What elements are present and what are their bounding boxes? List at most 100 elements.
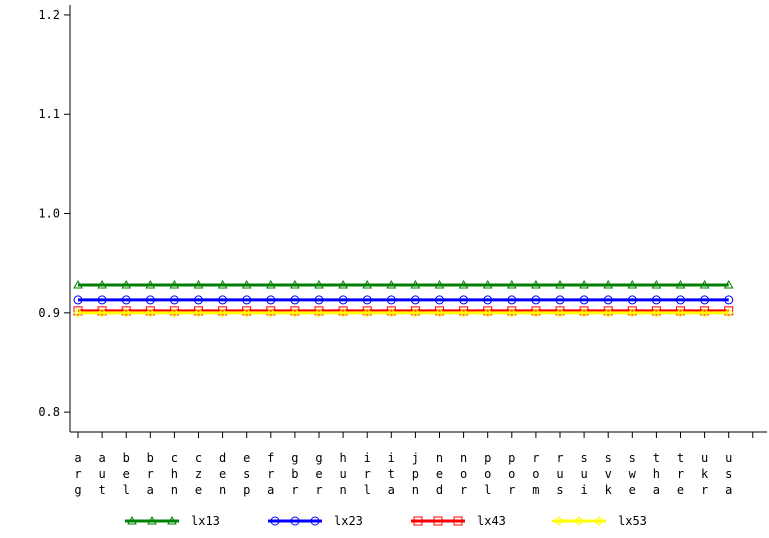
x-tick-label: g bbox=[291, 451, 298, 465]
data-point-lx53 bbox=[362, 308, 372, 318]
data-point-lx23 bbox=[410, 295, 420, 305]
data-point-lx53 bbox=[699, 308, 710, 318]
data-point-lx13 bbox=[627, 280, 638, 289]
data-point-lx43 bbox=[724, 306, 734, 316]
x-tick-label: w bbox=[629, 467, 637, 481]
data-point-lx23 bbox=[242, 295, 252, 305]
data-point-lx43 bbox=[676, 306, 685, 316]
x-tick-label: n bbox=[339, 483, 346, 497]
data-point-lx23 bbox=[700, 295, 710, 305]
data-point-lx53 bbox=[241, 308, 252, 318]
data-point-lx13 bbox=[699, 280, 710, 289]
data-point-lx13 bbox=[555, 280, 565, 289]
legend-marker bbox=[310, 516, 320, 526]
legend-marker bbox=[167, 515, 177, 525]
x-tick-label: n bbox=[171, 483, 178, 497]
x-tick-label: g bbox=[315, 451, 322, 465]
x-tick-label: r bbox=[267, 467, 274, 481]
data-point-lx13 bbox=[217, 280, 228, 289]
x-tick-label: u bbox=[98, 467, 105, 481]
x-tick-label: r bbox=[556, 451, 563, 465]
x-tick-label: n bbox=[436, 451, 443, 465]
data-point-lx23 bbox=[314, 295, 324, 305]
data-point-lx23 bbox=[266, 295, 276, 305]
data-point-lx43 bbox=[194, 306, 203, 316]
data-point-lx13 bbox=[169, 280, 180, 289]
legend-label: lx53 bbox=[618, 514, 647, 528]
data-point-lx13 bbox=[314, 280, 324, 289]
data-point-lx43 bbox=[700, 306, 710, 316]
data-point-lx53 bbox=[458, 308, 469, 318]
data-point-lx43 bbox=[169, 306, 179, 316]
x-tick-label: s bbox=[629, 451, 636, 465]
x-tick-label: r bbox=[532, 451, 539, 465]
data-point-lx13 bbox=[265, 280, 276, 289]
x-tick-label: u bbox=[725, 451, 732, 465]
data-point-lx23 bbox=[169, 295, 179, 305]
data-point-lx43 bbox=[651, 306, 661, 316]
x-tick-label: o bbox=[484, 467, 491, 481]
data-point-lx53 bbox=[627, 308, 638, 318]
x-tick-label: n bbox=[219, 483, 226, 497]
x-tick-label: j bbox=[412, 451, 419, 465]
x-tick-label: b bbox=[291, 467, 298, 481]
data-point-lx53 bbox=[97, 308, 107, 318]
data-point-lx13 bbox=[651, 280, 662, 289]
x-tick-label: i bbox=[580, 483, 587, 497]
data-point-lx23 bbox=[459, 295, 469, 305]
data-point-lx13 bbox=[723, 280, 734, 289]
data-point-lx53 bbox=[507, 308, 517, 318]
x-tick-label: u bbox=[701, 451, 708, 465]
data-point-lx13 bbox=[675, 280, 686, 289]
x-tick-label: g bbox=[74, 483, 81, 497]
x-tick-label: t bbox=[98, 483, 105, 497]
x-tick-label: r bbox=[677, 467, 684, 481]
x-tick-label: r bbox=[74, 467, 81, 481]
data-point-lx23 bbox=[627, 295, 637, 305]
x-tick-label: p bbox=[484, 451, 491, 465]
legend-marker bbox=[290, 516, 300, 526]
x-tick-label: s bbox=[725, 467, 732, 481]
data-point-lx53 bbox=[603, 308, 613, 318]
data-point-lx53 bbox=[386, 308, 397, 318]
x-tick-label: a bbox=[98, 451, 105, 465]
data-point-lx43 bbox=[218, 306, 228, 316]
x-tick-label: u bbox=[339, 467, 346, 481]
x-tick-label: s bbox=[243, 467, 250, 481]
data-point-lx53 bbox=[290, 308, 300, 318]
x-tick-label: d bbox=[436, 483, 443, 497]
data-point-lx53 bbox=[579, 308, 589, 318]
x-tick-label: e bbox=[219, 467, 226, 481]
data-point-lx53 bbox=[723, 308, 734, 318]
data-point-lx23 bbox=[97, 295, 107, 305]
x-tick-label: z bbox=[195, 467, 202, 481]
data-point-lx23 bbox=[724, 295, 734, 305]
x-tick-label: n bbox=[460, 451, 467, 465]
data-point-lx43 bbox=[531, 306, 541, 316]
x-tick-label: b bbox=[147, 451, 154, 465]
x-tick-label: r bbox=[291, 483, 298, 497]
x-tick-label: p bbox=[243, 483, 250, 497]
x-tick-label: b bbox=[123, 451, 130, 465]
data-point-lx23 bbox=[435, 295, 444, 305]
data-point-lx23 bbox=[651, 295, 661, 305]
x-tick-label: s bbox=[556, 483, 563, 497]
data-point-lx13 bbox=[458, 280, 469, 289]
x-tick-label: e bbox=[243, 451, 250, 465]
data-point-lx53 bbox=[675, 308, 686, 318]
x-tick-label: t bbox=[388, 467, 395, 481]
legend-marker bbox=[433, 516, 443, 526]
legend-marker bbox=[127, 515, 137, 525]
x-tick-label: l bbox=[484, 483, 491, 497]
data-point-lx43 bbox=[410, 306, 420, 316]
data-point-lx43 bbox=[290, 306, 300, 316]
data-point-lx23 bbox=[603, 295, 613, 305]
x-tick-label: e bbox=[315, 467, 322, 481]
x-tick-label: r bbox=[147, 467, 154, 481]
data-point-lx23 bbox=[386, 295, 396, 305]
data-point-lx53 bbox=[193, 308, 204, 318]
x-tick-label: r bbox=[508, 483, 515, 497]
data-point-lx43 bbox=[627, 306, 637, 316]
